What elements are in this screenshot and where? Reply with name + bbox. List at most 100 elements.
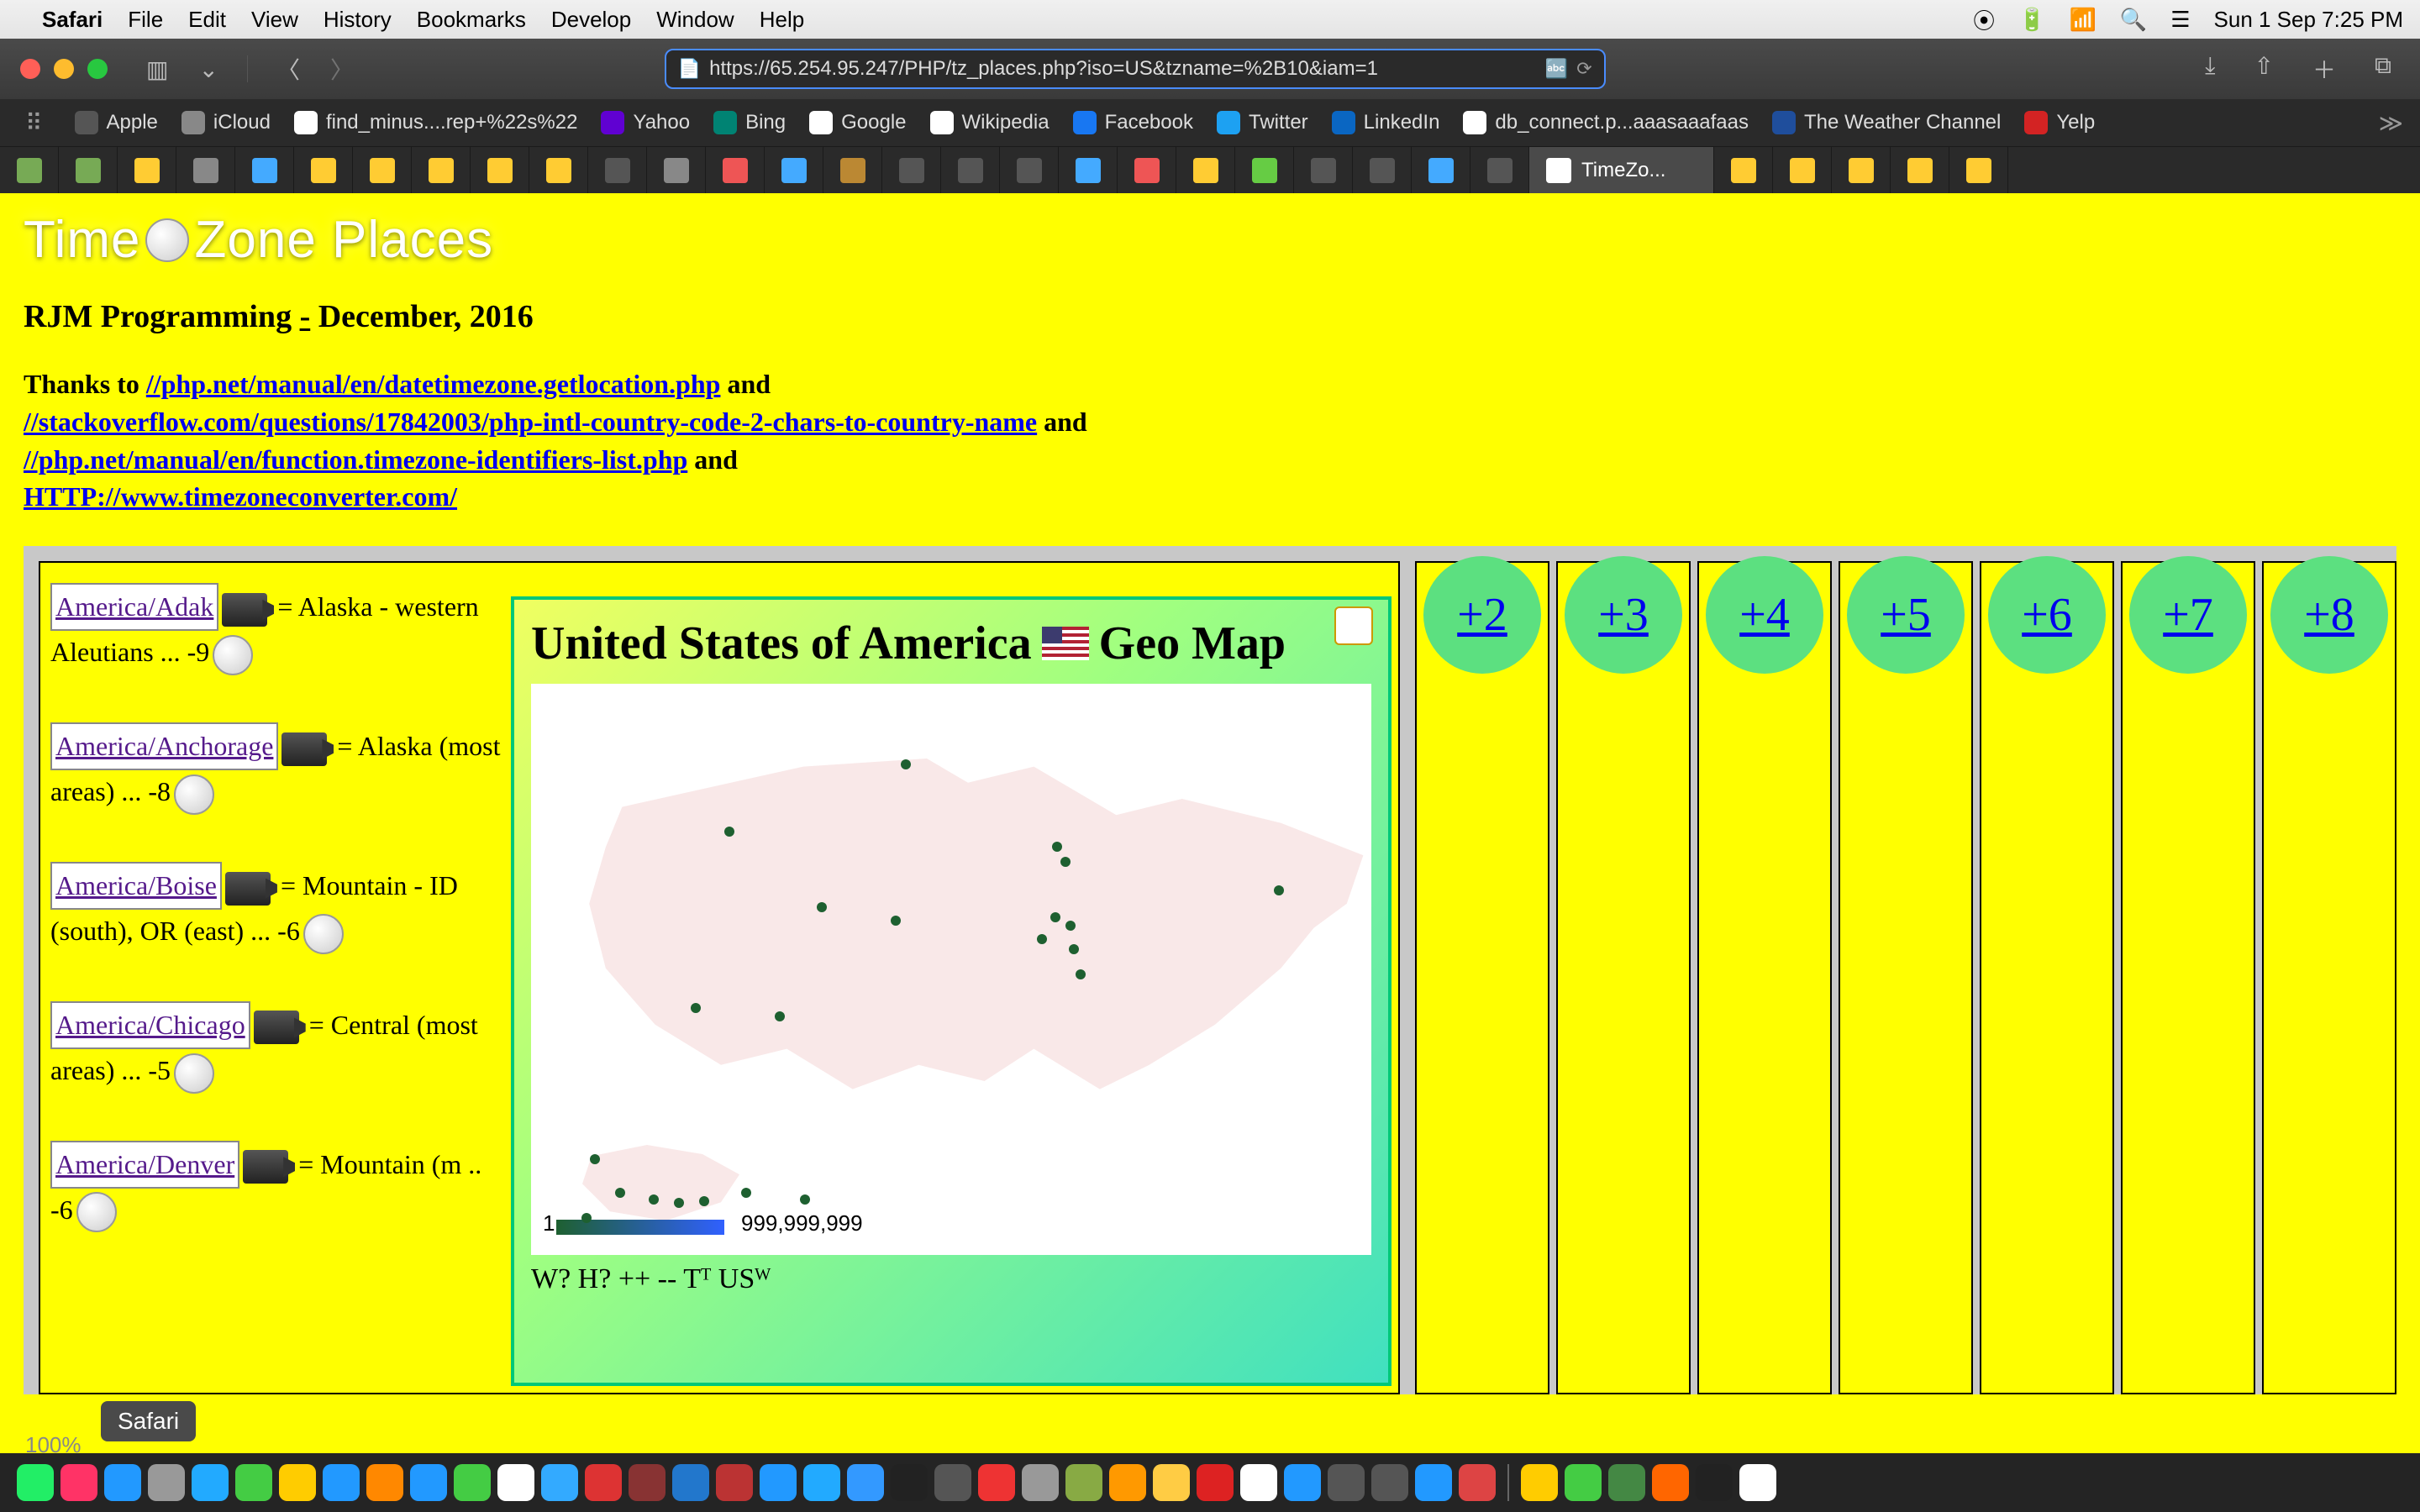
tab-background[interactable]	[0, 147, 59, 193]
dock-app-icon[interactable]	[366, 1464, 403, 1501]
favorite-find-minus-rep-s-[interactable]: find_minus....rep+%22s%22	[294, 111, 578, 134]
clock-icon[interactable]	[76, 1192, 117, 1232]
offset-badge[interactable]: +7	[2129, 556, 2247, 674]
dock-app-icon[interactable]	[235, 1464, 272, 1501]
minimize-window[interactable]	[54, 59, 74, 79]
new-tab-icon[interactable]: ＋	[2304, 47, 2344, 91]
dock-app-icon[interactable]	[1521, 1464, 1558, 1501]
tab-overview-icon[interactable]: ⧉	[2366, 47, 2400, 91]
offset-badge[interactable]: +6	[1988, 556, 2106, 674]
menubar-clock[interactable]: Sun 1 Sep 7:25 PM	[2214, 7, 2403, 33]
tab-background[interactable]	[941, 147, 1000, 193]
favorites-overflow-icon[interactable]: ≫	[2379, 109, 2403, 137]
camera-icon[interactable]	[243, 1150, 288, 1184]
menu-history[interactable]: History	[324, 7, 392, 33]
favorite-yelp[interactable]: Yelp	[2024, 111, 2095, 134]
tab-background[interactable]	[1412, 147, 1470, 193]
timezone-link[interactable]: America/Adak	[50, 583, 218, 631]
favorite-apple[interactable]: Apple	[75, 111, 158, 134]
screen-record-icon[interactable]: ⦿	[1973, 4, 1995, 35]
dock-app-icon[interactable]	[1284, 1464, 1321, 1501]
address-bar[interactable]: 📄 https://65.254.95.247/PHP/tz_places.ph…	[665, 49, 1606, 89]
timezone-link[interactable]: America/Denver	[50, 1141, 239, 1189]
offset-badge[interactable]: +8	[2270, 556, 2388, 674]
credit-link-1[interactable]: //php.net/manual/en/datetimezone.getloca…	[146, 369, 721, 399]
dock-app-icon[interactable]	[1739, 1464, 1776, 1501]
menu-help[interactable]: Help	[760, 7, 804, 33]
menu-file[interactable]: File	[128, 7, 163, 33]
tab-background[interactable]	[353, 147, 412, 193]
dock-app-icon[interactable]	[672, 1464, 709, 1501]
timezone-link[interactable]: America/Boise	[50, 862, 222, 910]
tab-background[interactable]	[1000, 147, 1059, 193]
dock-app-icon[interactable]	[1608, 1464, 1645, 1501]
wifi-icon[interactable]: 📶	[2069, 7, 2096, 33]
forward-button[interactable]: 〉	[322, 47, 362, 91]
dock-app-icon[interactable]	[803, 1464, 840, 1501]
map-body[interactable]: 1 999,999,999	[531, 684, 1371, 1255]
credit-link-4[interactable]: HTTP://www.timezoneconverter.com/	[24, 481, 457, 512]
dock-app-icon[interactable]	[1415, 1464, 1452, 1501]
note-icon[interactable]	[1334, 606, 1373, 645]
dock-app-icon[interactable]	[716, 1464, 753, 1501]
dock-app-icon[interactable]	[1652, 1464, 1689, 1501]
dock-app-icon[interactable]	[1565, 1464, 1602, 1501]
app-name[interactable]: Safari	[42, 7, 103, 33]
credit-link-3[interactable]: //php.net/manual/en/function.timezone-id…	[24, 444, 687, 475]
tab-background[interactable]	[647, 147, 706, 193]
favorite-yahoo[interactable]: Yahoo	[601, 111, 690, 134]
tab-background[interactable]	[235, 147, 294, 193]
favorite-wikipedia[interactable]: Wikipedia	[930, 111, 1050, 134]
dock-app-icon[interactable]	[1109, 1464, 1146, 1501]
dock-app-icon[interactable]	[148, 1464, 185, 1501]
camera-icon[interactable]	[225, 872, 271, 906]
tab-active[interactable]: TimeZo...	[1529, 147, 1714, 193]
dock-app-icon[interactable]	[17, 1464, 54, 1501]
spotlight-icon[interactable]: 🔍	[2120, 7, 2147, 33]
dock-app-icon[interactable]	[497, 1464, 534, 1501]
favorite-the-weather-channel[interactable]: The Weather Channel	[1772, 111, 2001, 134]
tab-background[interactable]	[1176, 147, 1235, 193]
dock-app-icon[interactable]	[1328, 1464, 1365, 1501]
tab-group-chevron-icon[interactable]: ⌄	[190, 50, 226, 88]
tab-background[interactable]	[882, 147, 941, 193]
clock-icon[interactable]	[213, 635, 253, 675]
dock-app-icon[interactable]	[60, 1464, 97, 1501]
offset-badge[interactable]: +3	[1565, 556, 1682, 674]
tab-background[interactable]	[529, 147, 588, 193]
tab-background[interactable]	[176, 147, 235, 193]
favorite-facebook[interactable]: Facebook	[1073, 111, 1193, 134]
dock-app-icon[interactable]	[410, 1464, 447, 1501]
dock-app-icon[interactable]	[1696, 1464, 1733, 1501]
tab-background[interactable]	[1714, 147, 1773, 193]
tab-background[interactable]	[1773, 147, 1832, 193]
dock-app-icon[interactable]	[1459, 1464, 1496, 1501]
dock-app-icon[interactable]	[1240, 1464, 1277, 1501]
sidebar-toggle-icon[interactable]: ▥	[138, 50, 176, 88]
fullscreen-window[interactable]	[87, 59, 108, 79]
dock-app-icon[interactable]	[585, 1464, 622, 1501]
credit-link-2[interactable]: //stackoverflow.com/questions/17842003/p…	[24, 407, 1037, 437]
tab-background[interactable]	[1353, 147, 1412, 193]
menu-window[interactable]: Window	[656, 7, 734, 33]
tab-background[interactable]	[1832, 147, 1891, 193]
dock-app-icon[interactable]	[279, 1464, 316, 1501]
favorites-grid-icon[interactable]: ⠿	[17, 104, 51, 142]
dock-app-icon[interactable]	[629, 1464, 666, 1501]
favorite-icloud[interactable]: iCloud	[182, 111, 271, 134]
offset-badge[interactable]: +5	[1847, 556, 1965, 674]
battery-icon[interactable]: 🔋	[2018, 7, 2045, 33]
dock-app-icon[interactable]	[760, 1464, 797, 1501]
map-marker[interactable]	[741, 1188, 751, 1198]
tab-background[interactable]	[1118, 147, 1176, 193]
tab-background[interactable]	[1059, 147, 1118, 193]
dock-app-icon[interactable]	[454, 1464, 491, 1501]
tab-background[interactable]	[765, 147, 823, 193]
favorite-linkedin[interactable]: LinkedIn	[1332, 111, 1440, 134]
share-icon[interactable]: ⇧	[2246, 47, 2282, 91]
menu-develop[interactable]: Develop	[551, 7, 631, 33]
favorite-twitter[interactable]: Twitter	[1217, 111, 1308, 134]
reload-icon[interactable]: ⟳	[1576, 58, 1591, 80]
control-center-icon[interactable]: ☰	[2170, 7, 2190, 33]
camera-icon[interactable]	[254, 1011, 299, 1044]
